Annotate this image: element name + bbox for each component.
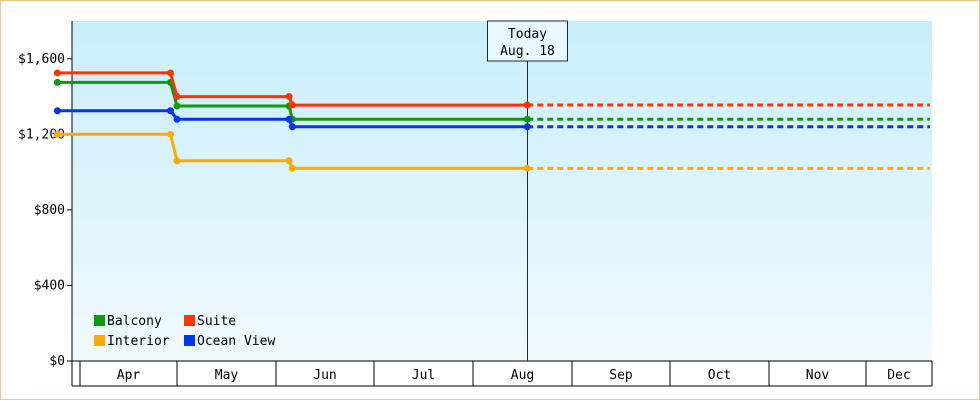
data-point-suite bbox=[285, 93, 293, 101]
legend-label-balcony: Balcony bbox=[107, 314, 162, 329]
data-point-interior bbox=[173, 157, 181, 165]
legend-swatch-interior bbox=[94, 335, 105, 346]
data-point-interior bbox=[523, 164, 531, 172]
series-ocean-view bbox=[53, 107, 930, 131]
data-point-suite bbox=[288, 101, 296, 109]
data-point-interior bbox=[288, 164, 296, 172]
series-line-interior bbox=[57, 132, 528, 170]
month-label-sep: Sep bbox=[609, 368, 633, 383]
today-callout-box bbox=[487, 20, 568, 62]
data-point-suite bbox=[53, 69, 61, 77]
series-line-suite bbox=[57, 71, 528, 107]
series-suite bbox=[53, 69, 930, 109]
y-tick-label: $800 bbox=[34, 203, 65, 218]
data-point-interior bbox=[285, 157, 293, 165]
month-label-jul: Jul bbox=[412, 368, 435, 383]
data-point-balcony bbox=[523, 115, 531, 123]
y-tick-label: $0 bbox=[49, 354, 65, 369]
month-label-may: May bbox=[215, 368, 239, 383]
month-label-oct: Oct bbox=[708, 368, 731, 383]
legend-swatch-ocean-view bbox=[184, 335, 195, 346]
data-point-ocean-view bbox=[173, 115, 181, 123]
series-line-ocean-view bbox=[57, 109, 528, 129]
legend-swatch-balcony bbox=[94, 315, 105, 326]
y-tick-label: $1,600 bbox=[18, 52, 65, 67]
legend-label-interior: Interior bbox=[107, 334, 170, 349]
data-point-ocean-view bbox=[53, 107, 61, 115]
x-axis: Apr May Jun Jul Aug Sep Oct Nov Dec bbox=[72, 360, 933, 387]
legend-swatch-suite bbox=[184, 315, 195, 326]
y-tick-label: $400 bbox=[34, 278, 65, 293]
data-point-ocean-view bbox=[288, 123, 296, 131]
month-label-jun: Jun bbox=[313, 368, 336, 383]
data-point-suite bbox=[167, 69, 175, 77]
y-axis: $0 $400 $800 $1,200 $1,600 bbox=[18, 21, 73, 386]
data-point-ocean-view bbox=[167, 107, 175, 115]
series-group bbox=[53, 69, 930, 172]
month-label-dec: Dec bbox=[887, 368, 910, 383]
today-marker: Today Aug. 18 bbox=[487, 20, 568, 361]
month-label-nov: Nov bbox=[806, 368, 830, 383]
data-point-ocean-view bbox=[285, 115, 293, 123]
today-date-label: Aug. 18 bbox=[500, 44, 555, 59]
plot-area bbox=[72, 21, 932, 361]
data-point-ocean-view bbox=[523, 123, 531, 131]
data-point-interior bbox=[167, 130, 175, 138]
series-interior bbox=[53, 130, 930, 172]
today-label: Today bbox=[508, 27, 547, 42]
legend-label-ocean-view: Ocean View bbox=[197, 334, 275, 349]
month-label-apr: Apr bbox=[117, 368, 141, 383]
data-point-suite bbox=[523, 101, 531, 109]
data-point-suite bbox=[173, 93, 181, 101]
data-point-balcony bbox=[53, 78, 61, 86]
series-line-balcony bbox=[57, 80, 528, 121]
month-label-aug: Aug bbox=[511, 368, 534, 383]
data-point-balcony bbox=[173, 102, 181, 110]
y-tick-label: $1,200 bbox=[18, 127, 65, 142]
legend-label-suite: Suite bbox=[197, 314, 236, 329]
legend: Balcony Suite Interior Ocean View bbox=[94, 314, 275, 349]
data-point-interior bbox=[53, 130, 61, 138]
